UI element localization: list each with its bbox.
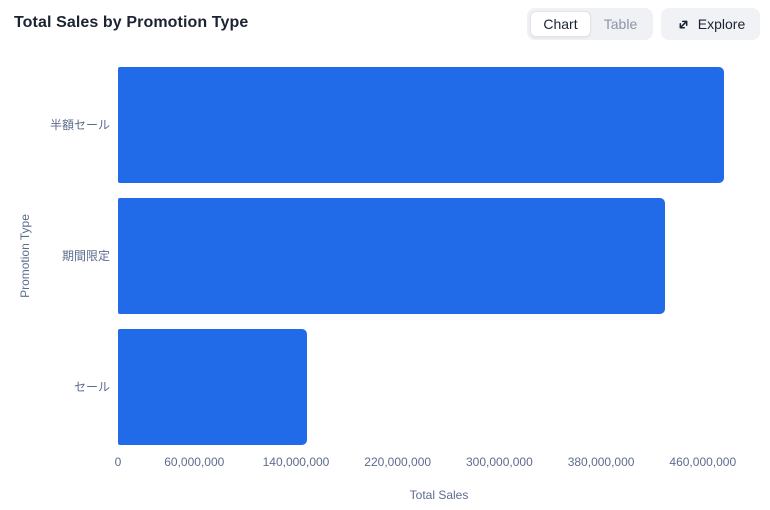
bar-track xyxy=(118,329,760,445)
bar-track xyxy=(118,198,760,314)
bar-row: 半額セール xyxy=(0,67,760,183)
x-tick-label: 220,000,000 xyxy=(364,455,432,469)
tab-chart-label: Chart xyxy=(543,16,578,32)
x-axis-title: Total Sales xyxy=(409,488,469,502)
chart-header: Total Sales by Promotion Type Chart Tabl… xyxy=(0,0,770,48)
tab-chart[interactable]: Chart xyxy=(530,11,591,37)
expand-diagonal-icon xyxy=(676,17,691,32)
category-label: 半額セール xyxy=(49,118,110,132)
x-tick-label: 300,000,000 xyxy=(466,455,533,469)
plot-area: 半額セール期間限定セール xyxy=(0,67,760,445)
bar[interactable] xyxy=(118,198,665,314)
bar[interactable] xyxy=(118,67,725,183)
explore-button-label: Explore xyxy=(697,16,746,32)
category-label: 期間限定 xyxy=(61,249,110,263)
x-tick-label: 460,000,000 xyxy=(669,455,737,469)
category-label: セール xyxy=(73,380,110,394)
view-toggle: Chart Table xyxy=(527,8,653,40)
tab-table-label: Table xyxy=(603,16,638,32)
x-tick-label: 380,000,000 xyxy=(567,455,635,469)
bar-track xyxy=(118,67,760,183)
x-tick-label: 140,000,000 xyxy=(262,455,330,469)
tab-table[interactable]: Table xyxy=(591,11,650,37)
bar[interactable] xyxy=(118,329,308,445)
bar-chart: Promotion Type 半額セール 期間限定 セール 0 60,000,000 1… xyxy=(0,48,770,510)
explore-button[interactable]: Explore xyxy=(661,8,760,40)
bar-row: 期間限定 xyxy=(0,198,760,314)
x-tick-label: 60,000,000 xyxy=(164,455,225,469)
x-tick-label: 0 xyxy=(114,455,122,469)
page-title: Total Sales by Promotion Type xyxy=(14,14,249,31)
x-axis-ticks: 0 60,000,000 140,000,000 220,000,000 300,000… xyxy=(114,445,760,471)
bar-row: セール xyxy=(0,329,760,445)
